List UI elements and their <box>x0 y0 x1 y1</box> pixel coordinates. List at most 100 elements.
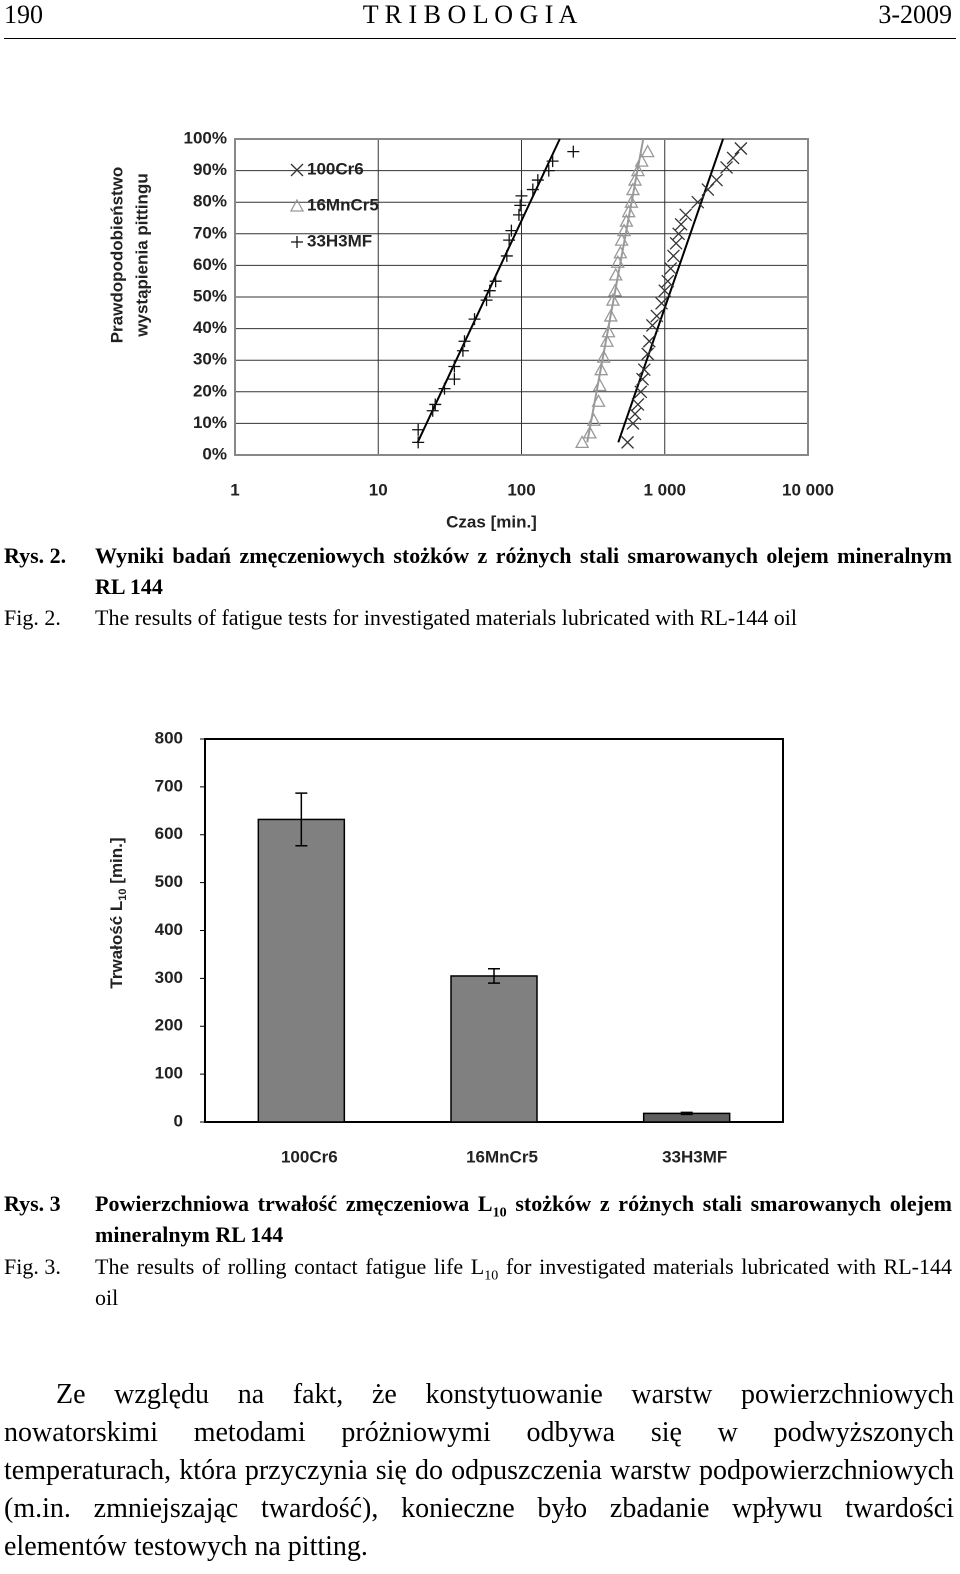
marker <box>650 309 664 323</box>
marker <box>664 262 678 276</box>
y-axis-label: wystąpienia pittingu <box>132 173 151 337</box>
y-axis-label: [min.] <box>107 837 126 888</box>
marker <box>661 274 675 288</box>
y-tick-label: 50% <box>193 286 227 305</box>
marker <box>546 155 559 168</box>
marker <box>503 234 516 247</box>
marker <box>448 373 461 386</box>
caption-pl: Rys. 3 Powierzchniowa trwałość zmęczeniow… <box>4 1188 952 1250</box>
marker <box>512 208 525 221</box>
marker <box>624 194 639 208</box>
marker <box>642 334 656 348</box>
y-tick-label: 300 <box>155 968 183 987</box>
marker <box>575 435 590 449</box>
issue: 3-2009 <box>878 0 952 29</box>
marker <box>601 324 616 338</box>
marker <box>596 349 611 363</box>
marker <box>515 189 528 202</box>
y-tick-label: 10% <box>193 413 227 432</box>
marker <box>448 360 461 373</box>
x-tick-label: 100Cr6 <box>281 1147 338 1166</box>
y-tick-label: 200 <box>155 1016 183 1035</box>
caption-pl: Rys. 2. Wyniki badań zmęczeniowych stożkó… <box>4 540 952 602</box>
marker <box>531 174 544 187</box>
marker <box>514 199 527 212</box>
marker <box>613 245 628 259</box>
marker <box>710 173 724 187</box>
marker <box>610 254 625 268</box>
marker <box>627 172 643 186</box>
y-tick-label: 40% <box>193 318 227 337</box>
page-number: 190 <box>4 0 43 29</box>
legend-marker <box>290 163 304 177</box>
y-tick-label: 80% <box>193 192 227 211</box>
marker <box>542 164 555 177</box>
marker <box>599 333 615 347</box>
y-axis-label: Trwałość L <box>107 901 126 989</box>
caption-text: The results of fatigue tests for investi… <box>95 602 952 633</box>
error-bar <box>295 792 308 847</box>
caption-en: Fig. 2. The results of fatigue tests for … <box>4 602 952 633</box>
marker <box>669 236 683 250</box>
y-tick-label: 60% <box>193 255 227 274</box>
bar-chart: 0 100 200 300 400 500 600 700 800 Trwałość L10 [m… <box>107 728 784 1166</box>
y-axis-label: Trwałość L10 [min.] <box>107 837 128 988</box>
caption-label: Fig. 2. <box>4 605 61 630</box>
subscript: 10 <box>492 1205 507 1221</box>
marker <box>458 335 471 348</box>
x-tick-label: 1 000 <box>643 480 686 499</box>
legend-label: 100Cr6 <box>307 159 364 178</box>
journal-title: T R I B O L O G I A <box>362 0 578 29</box>
legend-label: 33H3MF <box>307 231 372 250</box>
error-bar <box>680 1111 693 1116</box>
marker <box>526 183 539 196</box>
marker <box>468 313 481 326</box>
marker <box>480 294 493 307</box>
caption-label: Fig. 3. <box>4 1254 61 1279</box>
marker <box>603 308 618 322</box>
marker <box>426 404 439 417</box>
marker <box>591 393 606 407</box>
y-tick-label: 600 <box>155 824 183 843</box>
marker <box>608 267 623 281</box>
marker <box>634 385 648 399</box>
marker <box>567 145 580 158</box>
y-tick-label: 100 <box>155 1064 183 1083</box>
y-axis-label: Prawdopodobieństwo <box>107 167 126 344</box>
marker <box>640 144 655 158</box>
marker <box>412 436 425 449</box>
marker <box>720 160 734 174</box>
marker <box>621 435 635 449</box>
error-bar <box>488 968 500 984</box>
caption-text: Wyniki badań zmęczeniowych stożków z róż… <box>95 543 952 599</box>
marker <box>666 249 680 263</box>
caption-text: Powierzchniowa trwałość zmęczeniowa L10 … <box>95 1188 952 1250</box>
marker <box>628 407 642 421</box>
y-tick-label: 70% <box>193 223 227 242</box>
marker <box>607 283 623 297</box>
y-tick-label: 90% <box>193 160 227 179</box>
x-axis-label: Czas [min.] <box>446 512 537 531</box>
marker <box>592 378 607 392</box>
bar <box>450 975 538 1123</box>
marker <box>645 318 659 332</box>
legend-label: 16MnCr5 <box>307 195 379 214</box>
marker <box>630 163 646 177</box>
marker <box>582 425 597 439</box>
plot-border <box>234 138 809 456</box>
y-tick-label: 400 <box>155 920 183 939</box>
y-tick-label: 500 <box>155 872 183 891</box>
legend-marker <box>291 236 303 248</box>
marker <box>631 397 645 411</box>
marker <box>500 249 513 262</box>
caption-text: The results of fatigue tests for investi… <box>95 605 797 630</box>
x-tick-label: 33H3MF <box>662 1147 727 1166</box>
marker <box>429 398 442 411</box>
y-tick-label: 30% <box>193 350 227 369</box>
marker <box>634 153 649 167</box>
marker <box>412 423 425 436</box>
marker <box>679 208 693 222</box>
y-tick-label: 20% <box>193 381 227 400</box>
subscript: 10 <box>117 888 129 900</box>
